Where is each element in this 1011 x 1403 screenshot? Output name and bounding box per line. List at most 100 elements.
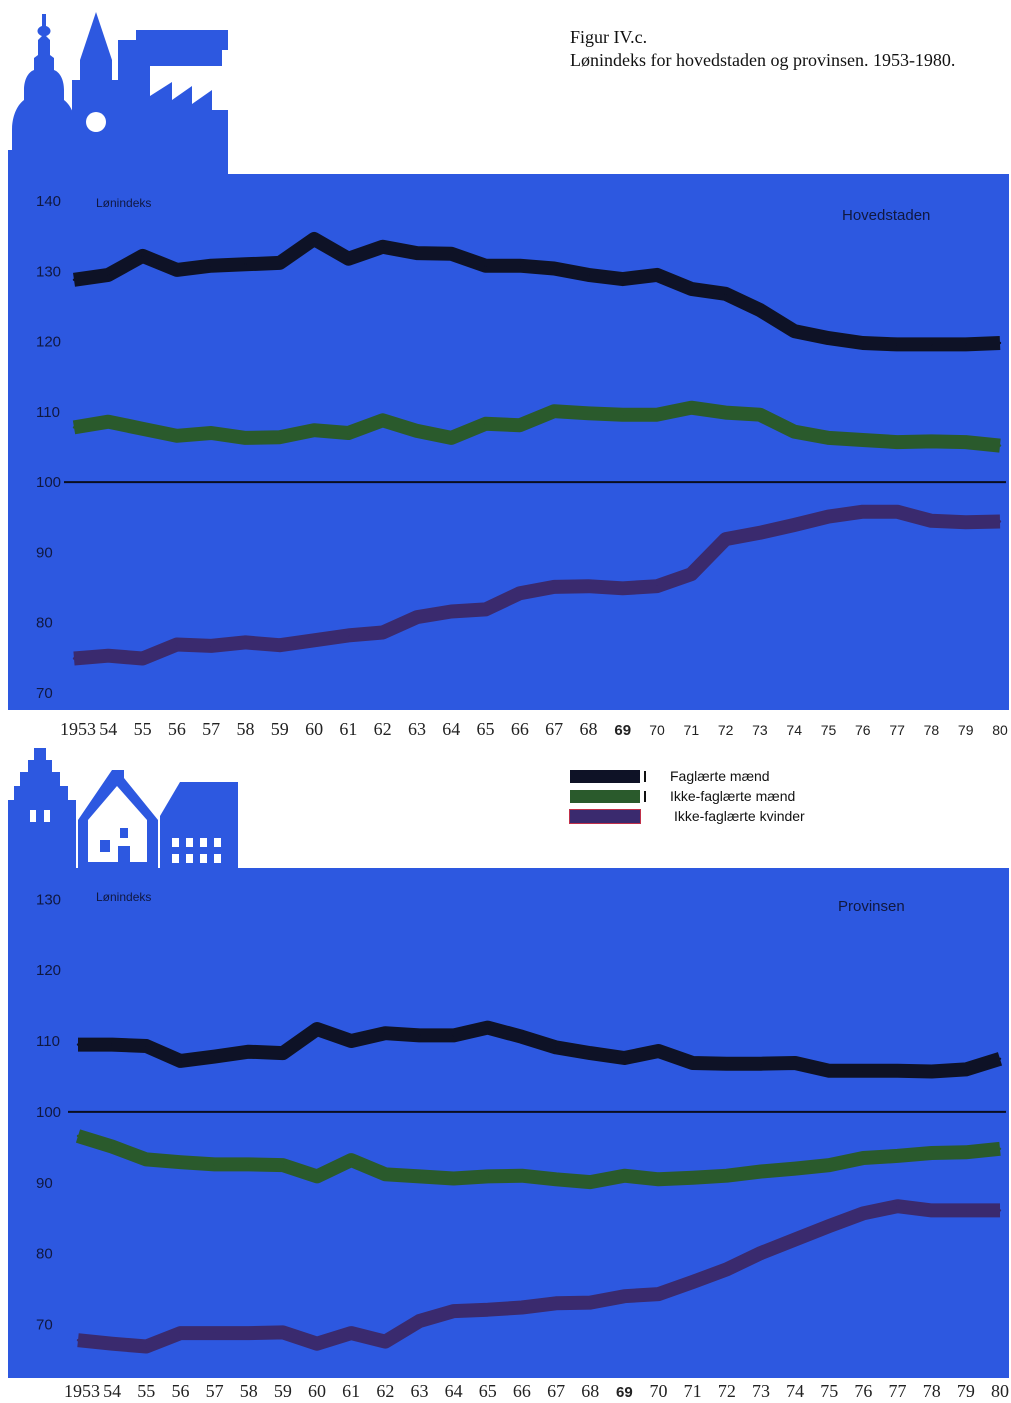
provinsen-x-tick: 65 (479, 1381, 497, 1401)
hovedstaden-x-tick: 69 (614, 722, 631, 739)
hovedstaden-x-tick: 60 (305, 719, 323, 739)
provinsen-point-ikke-faglaerte-kvinder-1973 (759, 1251, 763, 1255)
provinsen-point-ikke-faglaerte-kvinder-1969 (623, 1295, 626, 1298)
provinsen-point-ikke-faglaerte-maend-1954 (110, 1145, 114, 1148)
hovedstaden-x-tick: 1953 (60, 719, 96, 739)
provinsen-point-faglaerte-maend-1960 (315, 1027, 319, 1031)
hovedstaden-y-tick: 140 (36, 193, 61, 210)
provinsen-point-faglaerte-maend-1980 (998, 1057, 1002, 1060)
provinsen-point-ikke-faglaerte-kvinder-1961 (350, 1331, 353, 1335)
hovedstaden-point-ikke-faglaerte-kvinder-1958 (244, 641, 247, 644)
provinsen-x-tick: 62 (376, 1381, 394, 1401)
provinsen-point-ikke-faglaerte-maend-1970 (657, 1178, 660, 1181)
provinsen-point-ikke-faglaerte-kvinder-1962 (384, 1340, 387, 1343)
hovedstaden-point-ikke-faglaerte-kvinder-1974 (793, 523, 796, 527)
hovedstaden-point-ikke-faglaerte-kvinder-1977 (895, 510, 899, 513)
hovedstaden-series-faglaerte-maend (73, 232, 1001, 352)
provinsen-point-ikke-faglaerte-kvinder-1971 (691, 1280, 694, 1284)
provinsen-x-tick: 64 (445, 1381, 463, 1401)
provinsen-x-tick: 68 (581, 1381, 599, 1401)
hovedstaden-point-ikke-faglaerte-kvinder-1968 (587, 585, 590, 588)
provinsen-series-ikke-faglaerte-kvinder (77, 1199, 1000, 1354)
provinsen-point-faglaerte-maend-1976 (862, 1069, 865, 1072)
legend-swatch-faglaerte-maend (570, 769, 640, 783)
legend-swatch-ikke-faglaerte-maend (570, 789, 640, 803)
hovedstaden-point-ikke-faglaerte-maend-1956 (175, 434, 179, 437)
hovedstaden-point-ikke-faglaerte-maend-1973 (758, 413, 762, 416)
provinsen-point-ikke-faglaerte-kvinder-1953 (76, 1339, 80, 1342)
provinsen-point-ikke-faglaerte-maend-1974 (793, 1167, 797, 1170)
provinsen-point-faglaerte-maend-1958 (247, 1050, 250, 1053)
hovedstaden-x-tick: 70 (649, 722, 665, 738)
provinsen-point-ikke-faglaerte-maend-1977 (896, 1154, 899, 1158)
hovedstaden-x-tick: 55 (134, 719, 152, 739)
hovedstaden-point-ikke-faglaerte-maend-1976 (861, 438, 864, 442)
provinsen-point-ikke-faglaerte-maend-1967 (554, 1178, 558, 1181)
provinsen-point-faglaerte-maend-1963 (418, 1034, 421, 1037)
hovedstaden-point-ikke-faglaerte-kvinder-1962 (381, 631, 384, 634)
town-houses-icon (8, 748, 238, 870)
hovedstaden-x-tick: 79 (958, 722, 974, 738)
hovedstaden-series-ikke-faglaerte-kvinder (73, 504, 1001, 666)
city-skyline-icon (8, 12, 228, 176)
hovedstaden-point-ikke-faglaerte-kvinder-1965 (484, 608, 487, 611)
hovedstaden-point-ikke-faglaerte-maend-1958 (244, 436, 247, 440)
hovedstaden-point-ikke-faglaerte-maend-1959 (278, 436, 281, 439)
hovedstaden-point-faglaerte-maend-1969 (621, 277, 624, 281)
hovedstaden-point-ikke-faglaerte-maend-1978 (930, 440, 933, 443)
provinsen-region-label: Provinsen (838, 898, 905, 915)
hovedstaden-point-faglaerte-maend-1980 (998, 341, 1002, 345)
legend-item-ikke-faglaerte-maend: Ikke-faglærte mænd (570, 786, 805, 806)
provinsen-point-faglaerte-maend-1975 (828, 1069, 831, 1072)
hovedstaden-point-ikke-faglaerte-kvinder-1971 (690, 573, 693, 576)
hovedstaden-y-tick: 100 (36, 474, 61, 491)
hovedstaden-point-faglaerte-maend-1955 (141, 254, 144, 258)
hovedstaden-point-ikke-faglaerte-maend-1961 (347, 431, 350, 435)
provinsen-point-ikke-faglaerte-kvinder-1963 (418, 1319, 421, 1323)
hovedstaden-x-tick: 76 (855, 722, 871, 738)
hovedstaden-y-tick: 110 (36, 404, 60, 421)
hovedstaden-point-faglaerte-maend-1978 (930, 343, 933, 346)
hovedstaden-point-ikke-faglaerte-maend-1963 (415, 429, 419, 433)
provinsen-point-faglaerte-maend-1970 (657, 1049, 660, 1053)
hovedstaden-y-tick: 70 (36, 685, 53, 702)
provinsen-panel (8, 868, 1009, 1378)
provinsen-x-tick: 72 (718, 1381, 736, 1401)
hovedstaden-x-tick: 57 (202, 719, 220, 739)
provinsen-x-tick: 1953 (64, 1381, 100, 1401)
hovedstaden-x-tick: 56 (168, 719, 186, 739)
hovedstaden-point-ikke-faglaerte-kvinder-1959 (278, 644, 281, 647)
provinsen-point-ikke-faglaerte-maend-1964 (452, 1177, 455, 1180)
provinsen-point-faglaerte-maend-1972 (725, 1062, 728, 1065)
hovedstaden-point-faglaerte-maend-1964 (450, 252, 453, 255)
provinsen-point-ikke-faglaerte-kvinder-1978 (930, 1209, 933, 1212)
figure-title: Lønindeks for hovedstaden og provinsen. … (570, 50, 956, 70)
provinsen-x-tick: 55 (137, 1381, 155, 1401)
provinsen-point-faglaerte-maend-1969 (623, 1056, 626, 1060)
provinsen-point-faglaerte-maend-1964 (452, 1034, 455, 1037)
provinsen-point-ikke-faglaerte-maend-1969 (623, 1174, 626, 1177)
hovedstaden-point-ikke-faglaerte-kvinder-1960 (312, 639, 316, 642)
hovedstaden-point-faglaerte-maend-1966 (518, 264, 522, 267)
provinsen-point-ikke-faglaerte-maend-1975 (828, 1163, 831, 1167)
hovedstaden-point-ikke-faglaerte-maend-1964 (450, 436, 453, 440)
provinsen-x-tick: 63 (410, 1381, 428, 1401)
hovedstaden-point-ikke-faglaerte-maend-1968 (587, 412, 590, 415)
hovedstaden-point-faglaerte-maend-1959 (278, 261, 281, 265)
provinsen-point-ikke-faglaerte-maend-1962 (384, 1173, 387, 1176)
hovedstaden-x-tick: 63 (408, 719, 426, 739)
hovedstaden-x-tick: 78 (924, 722, 940, 738)
provinsen-point-ikke-faglaerte-kvinder-1954 (110, 1342, 114, 1345)
hovedstaden-x-tick: 66 (511, 719, 529, 739)
provinsen-point-ikke-faglaerte-kvinder-1977 (896, 1205, 899, 1208)
legend: Faglærte mænd Ikke-faglærte mænd Ikke-fa… (569, 766, 805, 826)
provinsen-point-ikke-faglaerte-maend-1956 (179, 1161, 182, 1164)
hovedstaden-point-faglaerte-maend-1976 (861, 341, 864, 345)
provinsen-x-tick: 56 (171, 1381, 189, 1401)
hovedstaden-x-tick: 75 (821, 722, 837, 738)
hovedstaden-point-ikke-faglaerte-maend-1962 (381, 419, 384, 422)
provinsen-point-ikke-faglaerte-maend-1976 (862, 1156, 865, 1160)
hovedstaden-point-ikke-faglaerte-maend-1955 (141, 427, 144, 430)
hovedstaden-point-faglaerte-maend-1954 (107, 273, 110, 277)
provinsen-point-ikke-faglaerte-kvinder-1955 (145, 1345, 148, 1348)
